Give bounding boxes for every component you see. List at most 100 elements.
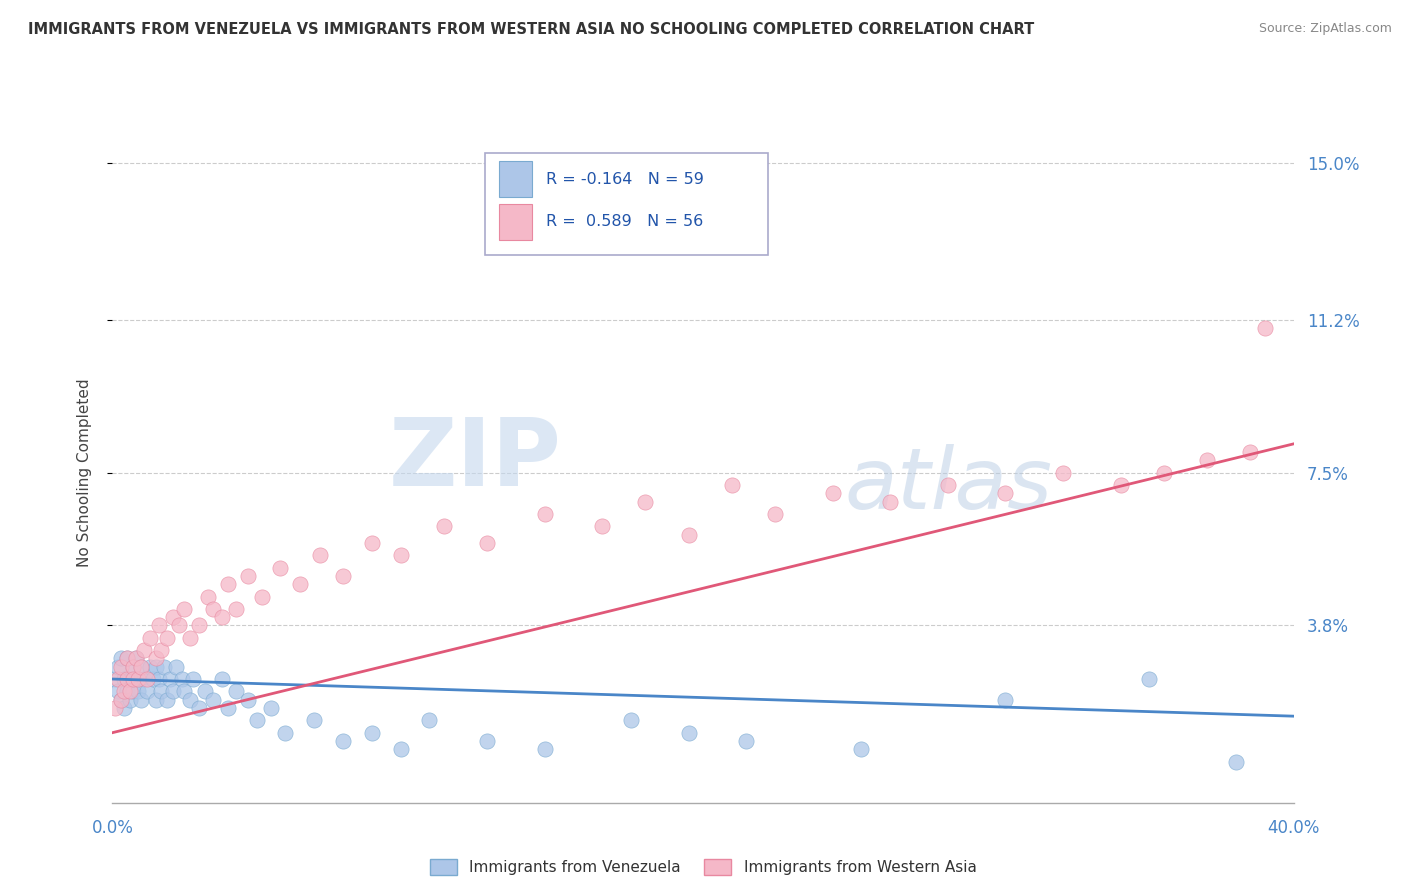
Y-axis label: No Schooling Completed: No Schooling Completed	[77, 378, 91, 567]
Point	[165, 659, 187, 673]
Point	[107, 684, 129, 698]
Point	[118, 692, 141, 706]
Point	[179, 631, 201, 645]
Point	[360, 536, 382, 550]
Point	[124, 672, 146, 686]
Point	[994, 692, 1017, 706]
Point	[142, 672, 165, 686]
Point	[225, 684, 247, 698]
Point	[115, 651, 138, 665]
Point	[678, 527, 700, 541]
Point	[107, 672, 129, 686]
Point	[150, 643, 173, 657]
Point	[225, 602, 247, 616]
Point	[110, 692, 132, 706]
Point	[107, 659, 129, 673]
Point	[162, 684, 184, 698]
Point	[115, 672, 138, 686]
Point	[994, 486, 1017, 500]
Point	[121, 672, 143, 686]
Point	[1109, 478, 1132, 492]
Point	[167, 618, 190, 632]
Point	[134, 672, 156, 686]
Point	[260, 701, 283, 715]
Point	[156, 692, 179, 706]
Point	[148, 672, 170, 686]
Point	[821, 486, 844, 500]
Point	[121, 659, 143, 673]
Point	[678, 725, 700, 739]
Point	[121, 659, 143, 673]
Point	[433, 519, 456, 533]
Point	[181, 672, 204, 686]
Point	[139, 659, 162, 673]
Point	[763, 507, 786, 521]
Point	[129, 659, 152, 673]
Point	[104, 701, 127, 715]
Point	[187, 701, 209, 715]
Point	[389, 548, 412, 563]
Text: atlas: atlas	[845, 444, 1053, 527]
Point	[475, 734, 498, 748]
Point	[1153, 466, 1175, 480]
Point	[735, 734, 758, 748]
Point	[118, 672, 141, 686]
Point	[274, 725, 297, 739]
Point	[236, 692, 259, 706]
Point	[1254, 321, 1277, 335]
Point	[136, 684, 159, 698]
Point	[591, 519, 613, 533]
Point	[134, 643, 156, 657]
Point	[145, 651, 167, 665]
Point	[148, 618, 170, 632]
Point	[129, 659, 152, 673]
Point	[179, 692, 201, 706]
Point	[533, 742, 555, 756]
Text: IMMIGRANTS FROM VENEZUELA VS IMMIGRANTS FROM WESTERN ASIA NO SCHOOLING COMPLETED: IMMIGRANTS FROM VENEZUELA VS IMMIGRANTS …	[28, 22, 1035, 37]
Point	[879, 494, 901, 508]
Text: ZIP: ZIP	[388, 414, 561, 506]
Point	[332, 734, 354, 748]
Point	[153, 659, 176, 673]
Point	[202, 692, 225, 706]
Point	[159, 672, 181, 686]
Point	[211, 672, 233, 686]
Point	[211, 610, 233, 624]
Point	[851, 742, 873, 756]
Point	[145, 659, 167, 673]
Point	[124, 651, 146, 665]
Point	[360, 725, 382, 739]
Point	[533, 507, 555, 521]
Point	[173, 602, 195, 616]
Point	[236, 569, 259, 583]
Point	[156, 631, 179, 645]
Text: Source: ZipAtlas.com: Source: ZipAtlas.com	[1258, 22, 1392, 36]
Point	[124, 651, 146, 665]
Point	[1052, 466, 1074, 480]
Point	[129, 692, 152, 706]
Point	[475, 536, 498, 550]
Bar	[499, 203, 531, 240]
Point	[217, 577, 239, 591]
Point	[110, 651, 132, 665]
Point	[245, 714, 267, 728]
Point	[620, 714, 643, 728]
Point	[127, 672, 149, 686]
Point	[162, 610, 184, 624]
Point	[197, 590, 219, 604]
Point	[1225, 755, 1247, 769]
Point	[112, 672, 135, 686]
Point	[136, 672, 159, 686]
Point	[217, 701, 239, 715]
Text: R = -0.164   N = 59: R = -0.164 N = 59	[546, 171, 704, 186]
Point	[302, 714, 325, 728]
Point	[139, 631, 162, 645]
Point	[1139, 672, 1161, 686]
Point	[112, 701, 135, 715]
Point	[936, 478, 959, 492]
Point	[104, 672, 127, 686]
Point	[418, 714, 440, 728]
Point	[110, 659, 132, 673]
Point	[309, 548, 332, 563]
Point	[173, 684, 195, 698]
